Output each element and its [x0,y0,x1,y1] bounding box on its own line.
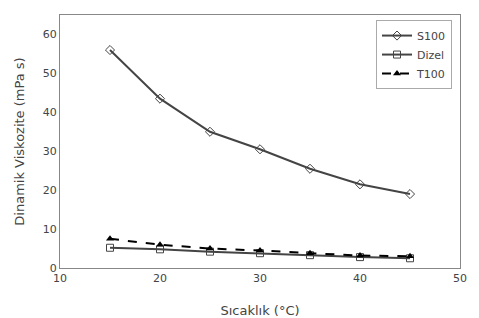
svg-text:Sıcaklık (°C): Sıcaklık (°C) [220,303,299,318]
svg-text:Dinamik Viskozite (mPa s): Dinamik Viskozite (mPa s) [12,57,27,225]
svg-text:50: 50 [43,67,57,80]
svg-text:Dizel: Dizel [417,49,444,62]
svg-text:50: 50 [453,272,467,285]
svg-text:30: 30 [43,145,57,158]
svg-text:S100: S100 [417,30,445,43]
svg-text:0: 0 [50,262,57,275]
svg-text:60: 60 [43,28,57,41]
svg-text:40: 40 [353,272,367,285]
svg-text:10: 10 [53,272,67,285]
svg-text:20: 20 [43,184,57,197]
svg-text:10: 10 [43,223,57,236]
svg-text:T100: T100 [416,68,445,81]
svg-text:30: 30 [253,272,267,285]
svg-text:20: 20 [153,272,167,285]
svg-text:40: 40 [43,106,57,119]
